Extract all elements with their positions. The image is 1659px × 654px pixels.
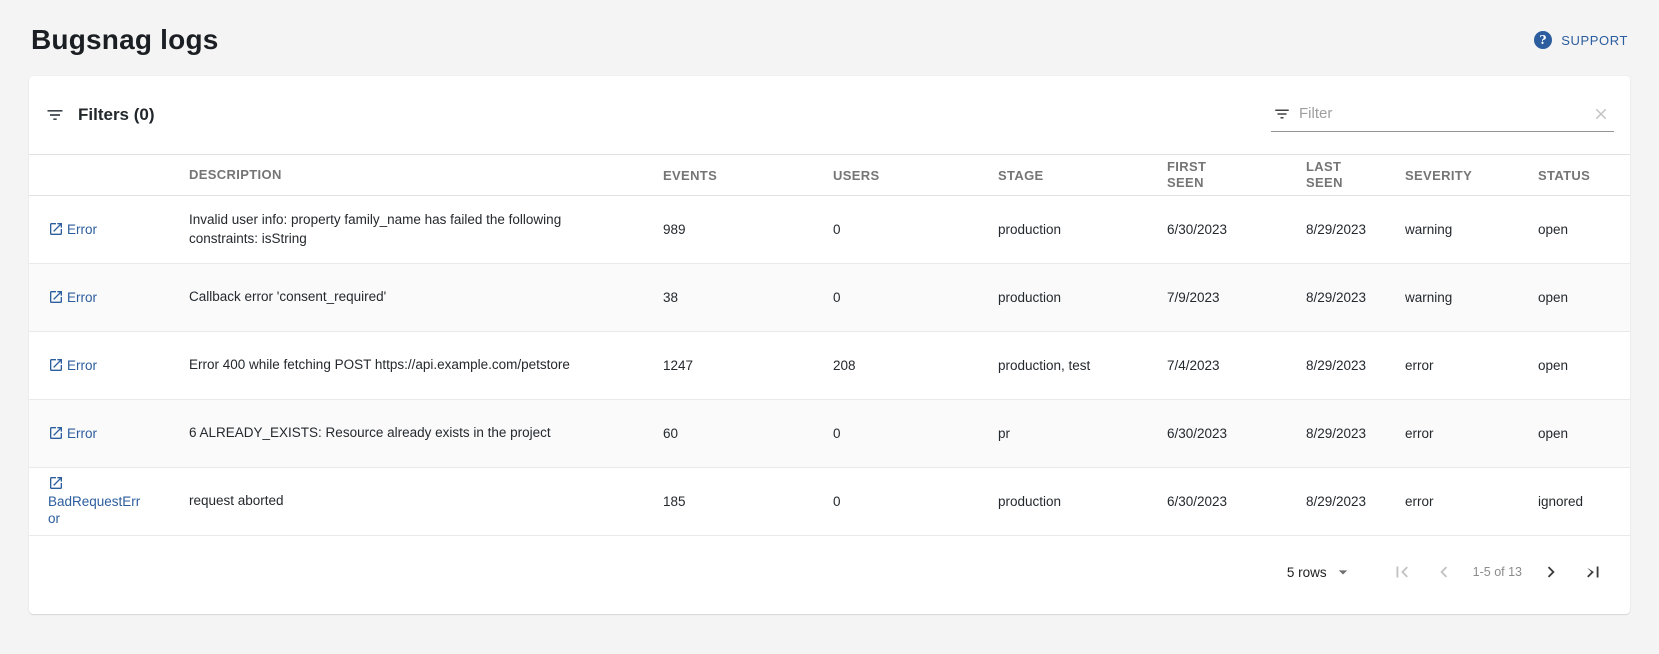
chevron-right-icon — [1540, 561, 1562, 583]
rows-per-page-select[interactable]: 5 rows — [1287, 562, 1353, 582]
status-cell: open — [1538, 222, 1569, 237]
stage-cell: production, test — [998, 358, 1091, 373]
users-cell: 208 — [833, 358, 856, 373]
error-link-label: BadRequestError — [48, 493, 141, 527]
open-in-new-icon — [48, 358, 67, 373]
page-title: Bugsnag logs — [31, 24, 219, 55]
first-seen-cell: 6/30/2023 — [1167, 426, 1228, 441]
open-in-new-icon — [48, 290, 67, 305]
clear-filter-button[interactable] — [1590, 103, 1612, 125]
arrow-drop-down-icon — [1333, 562, 1353, 582]
error-link-label: Error — [67, 221, 97, 237]
table-header-row: DESCRIPTION EVENTS USERS STAGE FIRST SEE… — [29, 154, 1630, 196]
header-description: DESCRIPTION — [189, 167, 282, 183]
header-last-seen: LAST SEEN — [1306, 158, 1343, 190]
table-row: Error Callback error 'consent_required' … — [29, 264, 1630, 332]
chevron-left-icon — [1433, 561, 1455, 583]
error-link-label: Error — [67, 357, 97, 373]
table-row: Error Error 400 while fetching POST http… — [29, 332, 1630, 400]
header-stage: STAGE — [998, 167, 1044, 183]
users-cell: 0 — [833, 494, 841, 509]
description-cell: request aborted — [189, 493, 284, 509]
users-cell: 0 — [833, 290, 841, 305]
error-link-label: Error — [67, 425, 97, 441]
last-seen-cell: 8/29/2023 — [1306, 358, 1367, 373]
logs-card: Filters (0) DESCRIPTION EVENTS USERS STA… — [29, 76, 1630, 614]
error-link[interactable]: Error — [48, 222, 97, 237]
filters-toggle[interactable]: Filters (0) — [45, 105, 155, 125]
previous-page-button[interactable] — [1425, 553, 1463, 591]
status-cell: open — [1538, 426, 1569, 441]
filter-list-icon — [45, 105, 65, 125]
first-page-icon — [1391, 561, 1413, 583]
error-link[interactable]: Error — [48, 426, 97, 441]
pagination: 5 rows 1-5 of 13 — [29, 536, 1630, 614]
description-cell: Invalid user info: property family_name … — [189, 211, 562, 246]
open-in-new-icon — [48, 222, 67, 237]
table-row: Error 6 ALREADY_EXISTS: Resource already… — [29, 400, 1630, 468]
events-cell: 60 — [663, 426, 679, 441]
last-seen-cell: 8/29/2023 — [1306, 426, 1367, 441]
events-cell: 185 — [663, 494, 686, 509]
status-cell: open — [1538, 290, 1569, 305]
status-cell: ignored — [1538, 494, 1584, 509]
support-label: SUPPORT — [1561, 32, 1628, 48]
header-status: STATUS — [1538, 167, 1591, 183]
last-seen-cell: 8/29/2023 — [1306, 494, 1367, 509]
open-in-new-icon — [48, 476, 67, 491]
users-cell: 0 — [833, 426, 841, 441]
last-page-button[interactable] — [1574, 553, 1612, 591]
error-link[interactable]: Error — [48, 290, 97, 305]
last-seen-cell: 8/29/2023 — [1306, 222, 1367, 237]
severity-cell: error — [1405, 426, 1434, 441]
header-users: USERS — [833, 167, 880, 183]
table-row: BadRequestError request aborted 185 0 pr… — [29, 468, 1630, 536]
description-cell: Callback error 'consent_required' — [189, 289, 387, 305]
rows-per-page-value: 5 rows — [1286, 564, 1327, 580]
events-cell: 989 — [663, 222, 686, 237]
first-seen-cell: 6/30/2023 — [1167, 222, 1228, 237]
help-icon: ? — [1534, 31, 1553, 49]
close-icon — [1592, 105, 1610, 123]
header-severity: SEVERITY — [1405, 167, 1473, 183]
last-page-icon — [1582, 561, 1604, 583]
logs-table: DESCRIPTION EVENTS USERS STAGE FIRST SEE… — [29, 154, 1630, 614]
severity-cell: error — [1405, 494, 1434, 509]
description-cell: Error 400 while fetching POST https://ap… — [189, 357, 570, 373]
stage-cell: production — [998, 494, 1062, 509]
severity-cell: warning — [1405, 222, 1453, 237]
error-link-label: Error — [67, 289, 97, 305]
pagination-range: 1-5 of 13 — [1472, 565, 1522, 579]
support-link[interactable]: ? SUPPORT — [1534, 31, 1628, 49]
events-cell: 1247 — [663, 358, 694, 373]
first-seen-cell: 6/30/2023 — [1167, 494, 1228, 509]
status-cell: open — [1538, 358, 1569, 373]
open-in-new-icon — [48, 426, 67, 441]
error-link[interactable]: BadRequestError — [48, 476, 140, 526]
users-cell: 0 — [833, 222, 841, 237]
next-page-button[interactable] — [1532, 553, 1570, 591]
filter-field — [1271, 98, 1614, 132]
stage-cell: production — [998, 222, 1062, 237]
card-header: Filters (0) — [29, 76, 1630, 154]
stage-cell: pr — [998, 426, 1011, 441]
filter-icon — [1273, 105, 1291, 123]
first-seen-cell: 7/9/2023 — [1167, 290, 1220, 305]
error-link[interactable]: Error — [48, 358, 97, 373]
description-cell: 6 ALREADY_EXISTS: Resource already exist… — [189, 425, 551, 441]
first-page-button[interactable] — [1383, 553, 1421, 591]
first-seen-cell: 7/4/2023 — [1167, 358, 1220, 373]
header-events: EVENTS — [663, 167, 718, 183]
events-cell: 38 — [663, 290, 679, 305]
last-seen-cell: 8/29/2023 — [1306, 290, 1367, 305]
header-first-seen: FIRST SEEN — [1167, 158, 1207, 190]
severity-cell: warning — [1405, 290, 1453, 305]
filters-label: Filters (0) — [78, 105, 155, 124]
stage-cell: production — [998, 290, 1062, 305]
table-row: Error Invalid user info: property family… — [29, 196, 1630, 264]
topbar: Bugsnag logs ? SUPPORT — [0, 0, 1659, 76]
filter-input[interactable] — [1299, 105, 1582, 122]
severity-cell: error — [1405, 358, 1434, 373]
